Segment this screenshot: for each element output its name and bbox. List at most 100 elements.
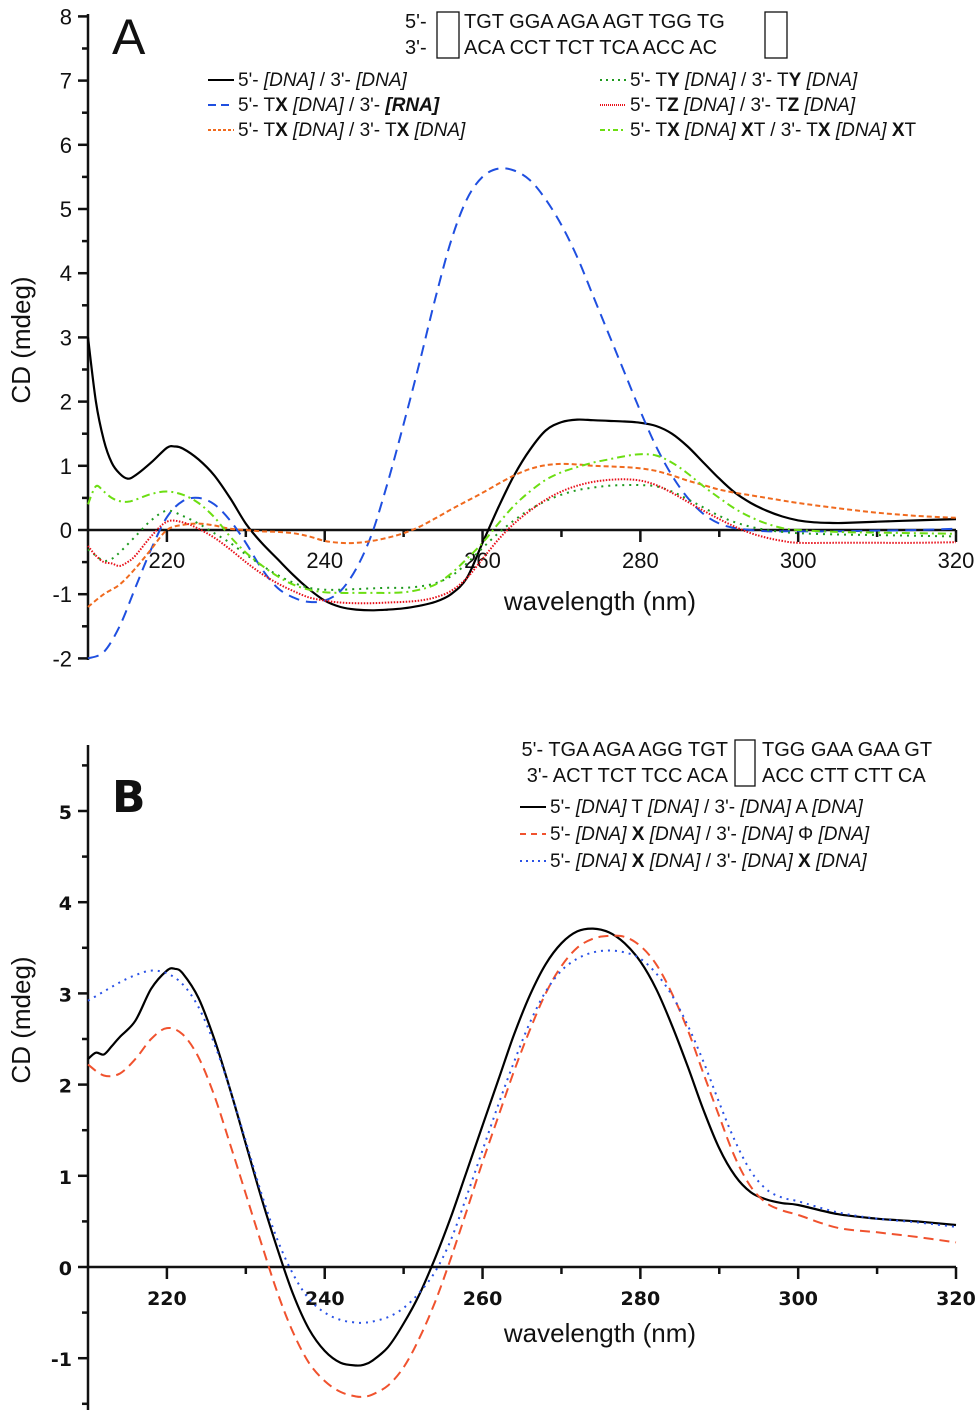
sequence-top-left: 5'- TGA AGA AGG TGT: [522, 739, 728, 761]
legend-text-part: [DNA]: [683, 95, 735, 116]
y-tick-label: 1: [60, 454, 72, 479]
y-tick-label: 5: [60, 197, 72, 222]
x-tick-label: 280: [622, 548, 659, 573]
legend-text-part: 5'- T: [630, 120, 667, 141]
y-tick-label: 3: [59, 984, 72, 1006]
legend-text-part: 5'-: [550, 824, 576, 845]
series-line-4: [87, 483, 957, 591]
y-tick-label: 1: [59, 1167, 72, 1189]
legend-text-part: Φ: [793, 824, 819, 845]
legend-text-part: / 3'- T: [736, 70, 789, 91]
x-axis-title: wavelength (nm): [503, 1318, 696, 1348]
x-tick-label: 280: [621, 1288, 661, 1310]
x-tick-label: 220: [149, 548, 186, 573]
legend-text-part: A: [791, 797, 812, 818]
y-tick-label: 2: [59, 1076, 72, 1098]
legend-text-part: [DNA]: [649, 824, 701, 845]
x-tick-label: 260: [463, 1288, 503, 1310]
legend-text-part: [DNA]: [741, 824, 793, 845]
y-tick-label: 8: [60, 4, 72, 29]
legend-text-part: / 3'- T: [735, 95, 788, 116]
x-tick-label: 320: [936, 1288, 976, 1310]
legend-text-part: / 3'-: [344, 95, 386, 116]
legend-text-part: [DNA]: [647, 797, 699, 818]
legend-text-part: Y: [667, 70, 680, 91]
legend-text-part: 5'- T: [630, 95, 667, 116]
series-line-2: [87, 934, 957, 1398]
x-tick-label: 220: [147, 1288, 187, 1310]
y-tick-label: 2: [60, 390, 72, 415]
legend-text-part: X: [892, 120, 905, 141]
x-tick-label: 320: [938, 548, 975, 573]
sequence-3prime-label: 3'-: [405, 37, 427, 59]
sequence-gap-box-right: [764, 11, 788, 59]
legend-text-part: X: [818, 120, 831, 141]
y-axis-title: CD (mdeg): [6, 276, 36, 403]
sequence-gap-box: [734, 739, 756, 787]
legend-entry-3: 5'- [DNA] X [DNA] / 3'- [DNA] X [DNA]: [550, 851, 867, 872]
legend-text-part: [DNA]: [817, 824, 869, 845]
legend-entry-1: 5'- [DNA] / 3'- [DNA]: [238, 70, 408, 91]
y-tick-label: 3: [60, 325, 72, 350]
legend-text-part: [DNA]: [684, 120, 736, 141]
x-tick-label: 240: [305, 1288, 345, 1310]
x-tick-label: 300: [780, 548, 817, 573]
legend-text-part: / 3'- T: [344, 120, 397, 141]
legend-text-part: [DNA]: [649, 851, 701, 872]
x-tick-label: 300: [778, 1288, 818, 1310]
panel-label: A: [112, 9, 146, 65]
panel-label: B: [112, 772, 146, 823]
legend-text-part: 5'- T: [238, 120, 275, 141]
legend-text-part: Z: [667, 95, 679, 116]
x-axis-title: wavelength (nm): [503, 586, 696, 616]
sequence-gap-box-left: [436, 11, 460, 59]
legend-text-part: [DNA]: [292, 120, 344, 141]
panel-b: -1 0 1 2 3 4 5 220 240 260 280 300 320 wavelength (nm…: [6, 739, 976, 1410]
y-tick-label: -2: [52, 646, 72, 671]
y-tick-label: 4: [59, 893, 72, 915]
series-line-2: [87, 167, 957, 660]
legend-text-part: 5'- T: [238, 95, 275, 116]
legend-text-part: [DNA]: [811, 797, 863, 818]
y-tick-label: 7: [60, 69, 72, 94]
legend-text-part: [DNA]: [575, 824, 627, 845]
legend-text-part: [DNA]: [414, 120, 466, 141]
legend-text-part: / 3'-: [315, 70, 357, 91]
x-tick-label: 240: [306, 548, 343, 573]
legend-entry-1: 5'- [DNA] T [DNA] / 3'- [DNA] A [DNA]: [550, 797, 864, 818]
y-tick-label: 5: [59, 802, 72, 824]
legend-text-part: X: [275, 120, 288, 141]
legend-text-part: X: [632, 824, 645, 845]
sequence-bottom-strand: ACA CCT TCT TCA ACC AC: [464, 37, 717, 59]
legend-text-part: [DNA]: [741, 851, 793, 872]
x-tick-label: 260: [464, 548, 501, 573]
legend-text-part: / 3'-: [699, 797, 741, 818]
y-tick-label: -1: [51, 1349, 72, 1371]
legend-text-part: T: [905, 120, 917, 141]
legend-text-part: [DNA]: [575, 797, 627, 818]
legend-text-part: [DNA]: [835, 120, 887, 141]
legend-entry-5: 5'- TZ [DNA] / 3'- TZ [DNA]: [630, 95, 856, 116]
legend-text-part: X: [275, 95, 288, 116]
series-line-6: [87, 453, 957, 594]
legend-text-part: [DNA]: [803, 95, 855, 116]
series-line-1: [87, 927, 957, 1367]
legend-text-part: 5'-: [550, 851, 576, 872]
legend-text-part: X: [741, 120, 754, 141]
legend-text-part: 5'- T: [630, 70, 667, 91]
sequence-top-right: TGG GAA GAA GT: [762, 739, 932, 761]
legend-text-part: T / 3'- T: [754, 120, 819, 141]
legend-text-part: / 3'-: [700, 851, 742, 872]
series-line-3: [87, 462, 957, 608]
legend-text-part: X: [632, 851, 645, 872]
y-tick-label: 0: [59, 1258, 72, 1280]
legend-text-part: Z: [788, 95, 800, 116]
y-axis-title: CD (mdeg): [6, 956, 36, 1083]
y-tick-label: 0: [60, 518, 72, 543]
legend-text-part: T: [627, 797, 648, 818]
legend-text-part: [DNA]: [263, 70, 315, 91]
legend-text-part: [DNA]: [806, 70, 858, 91]
legend-text-part: [DNA]: [292, 95, 344, 116]
legend-text-part: X: [667, 120, 680, 141]
